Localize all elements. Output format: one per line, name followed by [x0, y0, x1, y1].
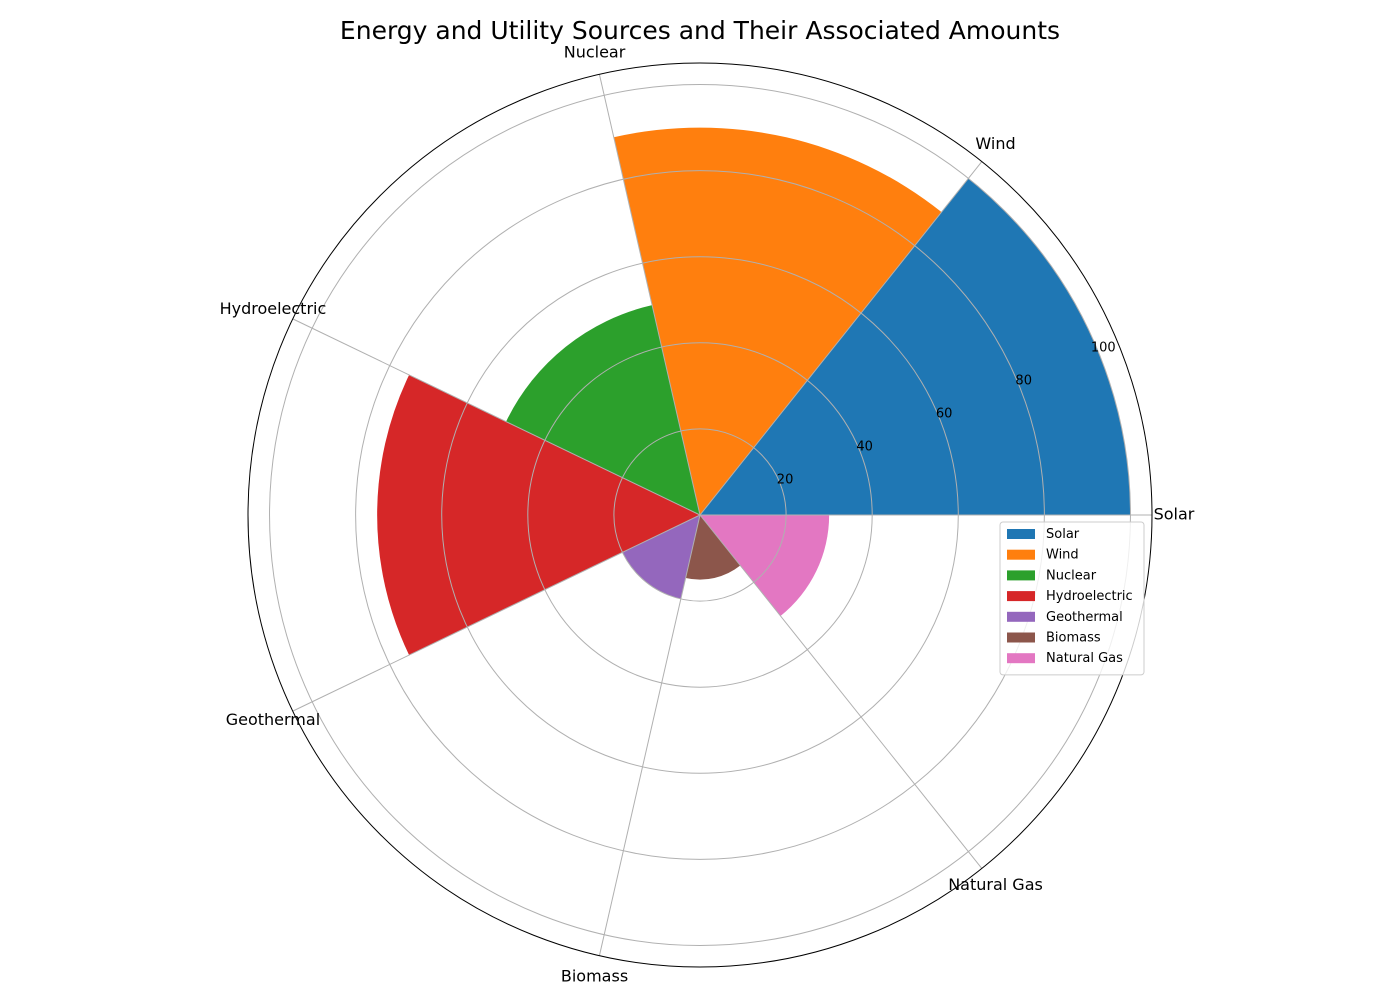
polar-frame [247, 62, 1153, 968]
legend-label: Geothermal [1046, 610, 1123, 625]
category-label: Geothermal [226, 710, 320, 729]
radial-tick-label: 100 [1091, 340, 1116, 355]
grid-spoke [699, 514, 983, 869]
bar-solar [700, 178, 1131, 515]
legend-label: Biomass [1046, 631, 1101, 646]
legend-label: Natural Gas [1046, 651, 1123, 666]
bar-natural-gas [700, 515, 830, 616]
legend-swatch [1007, 570, 1035, 581]
radial-tick-label: 60 [936, 406, 953, 421]
legend-swatch [1007, 632, 1035, 643]
chart-title: Energy and Utility Sources and Their Ass… [340, 16, 1060, 45]
radial-tick-label: 20 [777, 472, 794, 487]
grid-spoke [598, 514, 701, 956]
legend-label: Solar [1046, 527, 1080, 542]
grid-spoke [292, 318, 701, 516]
legend-swatch [1007, 591, 1035, 602]
radial-tick-label: 80 [1015, 373, 1032, 388]
legend-swatch [1007, 611, 1035, 622]
bar-hydroelectric [377, 374, 700, 656]
category-label: Nuclear [564, 42, 626, 61]
category-label: Biomass [561, 967, 628, 986]
grid-spoke [598, 74, 701, 516]
category-label: Natural Gas [948, 875, 1043, 894]
grid-spoke [699, 161, 983, 516]
legend-swatch [1007, 549, 1035, 560]
grid-layer [269, 74, 1152, 956]
category-label: Hydroelectric [220, 299, 327, 318]
legend-label: Nuclear [1046, 568, 1097, 583]
legend-box [999, 521, 1145, 676]
bar-nuclear [506, 305, 700, 515]
legend-label: Wind [1046, 548, 1079, 563]
legend-label: Hydroelectric [1046, 589, 1133, 604]
category-labels: Solar Wind Nuclear Hydroelectric Geothermal B… [220, 42, 1195, 985]
legend-swatch [1007, 653, 1035, 664]
bar-wind [613, 127, 942, 515]
legend: Solar Wind Nuclear Hydroelectric Geothermal B… [999, 521, 1145, 676]
bar-biomass [685, 515, 741, 580]
legend-swatch [1007, 529, 1035, 539]
radial-tick-label: 40 [856, 439, 873, 454]
category-label: Solar [1154, 505, 1195, 524]
grid-spoke [292, 514, 701, 712]
radial-tick-labels: 20 40 60 80 100 [777, 340, 1116, 487]
category-label: Wind [975, 134, 1015, 153]
bars-layer [377, 127, 1131, 656]
